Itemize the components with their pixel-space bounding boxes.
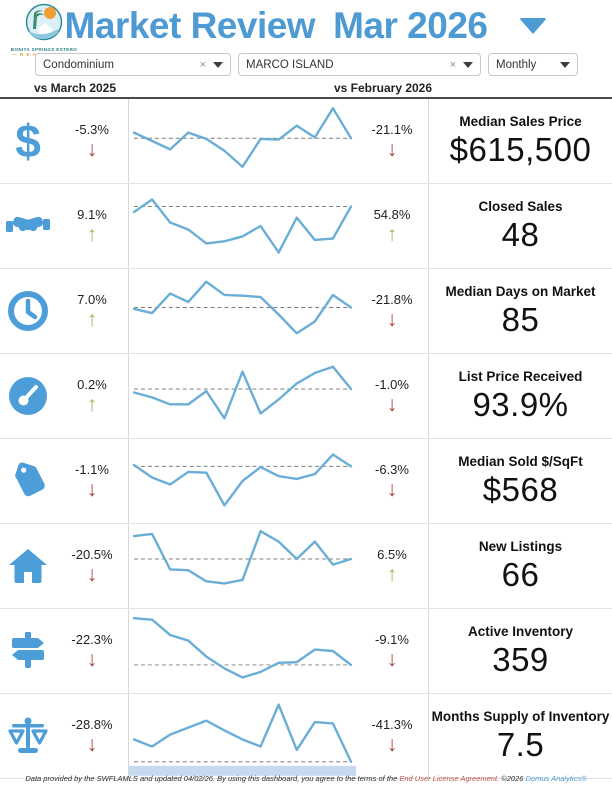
mom-direction-arrow-icon: ↓ — [386, 138, 398, 161]
metric-row-median-sales-price: $ -5.3% ↓ -21.1% ↓ Median Sales Price $6… — [0, 99, 612, 184]
yoy-direction-arrow-icon: ↓ — [86, 563, 98, 586]
yoy-change: -28.8% — [71, 717, 113, 732]
price-tag-icon — [15, 462, 45, 497]
sparkline-months-supply — [129, 703, 356, 776]
metric-row-median-sold-per-sqft: -1.1% ↓ -6.3% ↓ Median Sold $/SqFt $568 — [0, 439, 612, 524]
yoy-direction-arrow-icon: ↓ — [86, 138, 98, 161]
eula-link[interactable]: End User License Agreement. — [399, 774, 500, 783]
metric-value: 359 — [492, 640, 549, 678]
sparkline-new-listings — [132, 529, 353, 585]
sparkline-median-days-on-market — [132, 280, 353, 335]
metric-value: $568 — [482, 470, 559, 508]
location-value: MARCO ISLAND — [246, 58, 334, 71]
page-title: Market Review Mar 2026 — [0, 0, 612, 52]
mom-change: 6.5% — [377, 547, 407, 562]
yoy-direction-arrow-icon: ↓ — [86, 478, 98, 501]
sparkline-closed-sales — [132, 198, 353, 254]
mom-direction-arrow-icon: ↓ — [386, 393, 398, 416]
mom-change: -6.3% — [375, 462, 409, 477]
clear-location-icon[interactable]: × — [449, 58, 456, 71]
footer-copyright: ©2026 — [499, 774, 526, 783]
yoy-change: 7.0% — [77, 292, 107, 307]
metric-name: Median Sales Price — [459, 113, 582, 129]
sparkline-list-price-received — [132, 365, 353, 420]
frequency-select[interactable]: Monthly — [488, 53, 578, 76]
house-icon — [9, 549, 47, 583]
signpost-icon — [12, 632, 44, 668]
metric-value: 7.5 — [496, 725, 545, 763]
yoy-change: -20.5% — [71, 547, 113, 562]
balance-scale-icon — [8, 717, 48, 753]
sparkline-median-sold-per-sqft — [132, 453, 353, 507]
metrics-table: $ -5.3% ↓ -21.1% ↓ Median Sales Price $6… — [0, 97, 612, 779]
logo-text-line1: BONITA SPRINGS ESTERO — [10, 47, 78, 52]
column-header-vs-prior-month: vs February 2026 — [333, 81, 433, 95]
mom-direction-arrow-icon: ↓ — [386, 648, 398, 671]
filter-bar: Condominium × MARCO ISLAND × Monthly — [35, 53, 578, 76]
column-header-vs-prior-year: vs March 2025 — [33, 81, 117, 95]
metric-value: $615,500 — [449, 130, 592, 168]
yoy-change: 9.1% — [77, 207, 107, 222]
mom-direction-arrow-icon: ↑ — [386, 223, 398, 246]
location-select[interactable]: MARCO ISLAND × — [238, 53, 481, 76]
metric-value: 66 — [501, 555, 540, 593]
mom-change: -21.8% — [371, 292, 413, 307]
mom-change: -41.3% — [371, 717, 413, 732]
metric-row-active-inventory: -22.3% ↓ -9.1% ↓ Active Inventory 359 — [0, 609, 612, 694]
mom-direction-arrow-icon: ↓ — [386, 733, 398, 756]
mom-change: -1.0% — [375, 377, 409, 392]
metric-name: List Price Received — [458, 368, 583, 384]
frequency-caret-icon[interactable] — [560, 61, 570, 68]
clock-icon — [8, 291, 48, 331]
mom-direction-arrow-icon: ↑ — [386, 563, 398, 586]
dollar-icon: $ — [15, 115, 41, 167]
yoy-direction-arrow-icon: ↑ — [86, 308, 98, 331]
metric-row-list-price-received: 0.2% ↑ -1.0% ↓ List Price Received 93.9% — [0, 354, 612, 439]
metric-name: Median Days on Market — [445, 283, 596, 299]
mom-change: 54.8% — [373, 207, 411, 222]
metric-value: 85 — [501, 300, 540, 338]
title-text: Market Review — [64, 5, 316, 46]
period-dropdown-caret-icon[interactable] — [519, 18, 548, 34]
footer-disclaimer: Data provided by the SWFLAMLS and update… — [0, 774, 612, 783]
yoy-change: 0.2% — [77, 377, 107, 392]
metric-row-median-days-on-market: 7.0% ↑ -21.8% ↓ Median Days on Market 85 — [0, 269, 612, 354]
domus-analytics-link[interactable]: Domus Analytics® — [525, 774, 587, 783]
metric-row-months-supply: -28.8% ↓ -41.3% ↓ Months Supply of Inven… — [0, 694, 612, 779]
logo-emblem-icon — [25, 3, 63, 41]
yoy-direction-arrow-icon: ↑ — [86, 393, 98, 416]
metric-name: New Listings — [478, 538, 563, 554]
title-period: Mar 2026 — [333, 5, 488, 46]
metric-value: 48 — [501, 215, 540, 253]
metric-name: Active Inventory — [467, 623, 574, 639]
metric-name: Months Supply of Inventory — [431, 708, 610, 724]
yoy-direction-arrow-icon: ↓ — [86, 648, 98, 671]
frequency-value: Monthly — [496, 58, 537, 71]
property-type-value: Condominium — [43, 58, 114, 71]
gauge-icon — [9, 377, 47, 415]
property-type-caret-icon[interactable] — [213, 61, 223, 68]
metric-name: Median Sold $/SqFt — [458, 453, 583, 469]
metric-name: Closed Sales — [478, 198, 563, 214]
yoy-direction-arrow-icon: ↑ — [86, 223, 98, 246]
clear-property-type-icon[interactable]: × — [199, 58, 206, 71]
yoy-direction-arrow-icon: ↓ — [86, 733, 98, 756]
handshake-icon — [6, 216, 50, 232]
mom-direction-arrow-icon: ↓ — [386, 308, 398, 331]
yoy-change: -22.3% — [71, 632, 113, 647]
property-type-select[interactable]: Condominium × — [35, 53, 231, 76]
mom-direction-arrow-icon: ↓ — [386, 478, 398, 501]
metric-row-closed-sales: 9.1% ↑ 54.8% ↑ Closed Sales 48 — [0, 184, 612, 269]
mom-change: -21.1% — [371, 122, 413, 137]
yoy-change: -1.1% — [75, 462, 109, 477]
yoy-change: -5.3% — [75, 122, 109, 137]
metric-value: 93.9% — [472, 385, 569, 423]
sparkline-active-inventory — [132, 617, 353, 679]
metric-row-new-listings: -20.5% ↓ 6.5% ↑ New Listings 66 — [0, 524, 612, 609]
mom-change: -9.1% — [375, 632, 409, 647]
location-caret-icon[interactable] — [463, 61, 473, 68]
sparkline-median-sales-price — [132, 107, 353, 168]
footer-text: Data provided by the SWFLAMLS and update… — [25, 774, 400, 783]
